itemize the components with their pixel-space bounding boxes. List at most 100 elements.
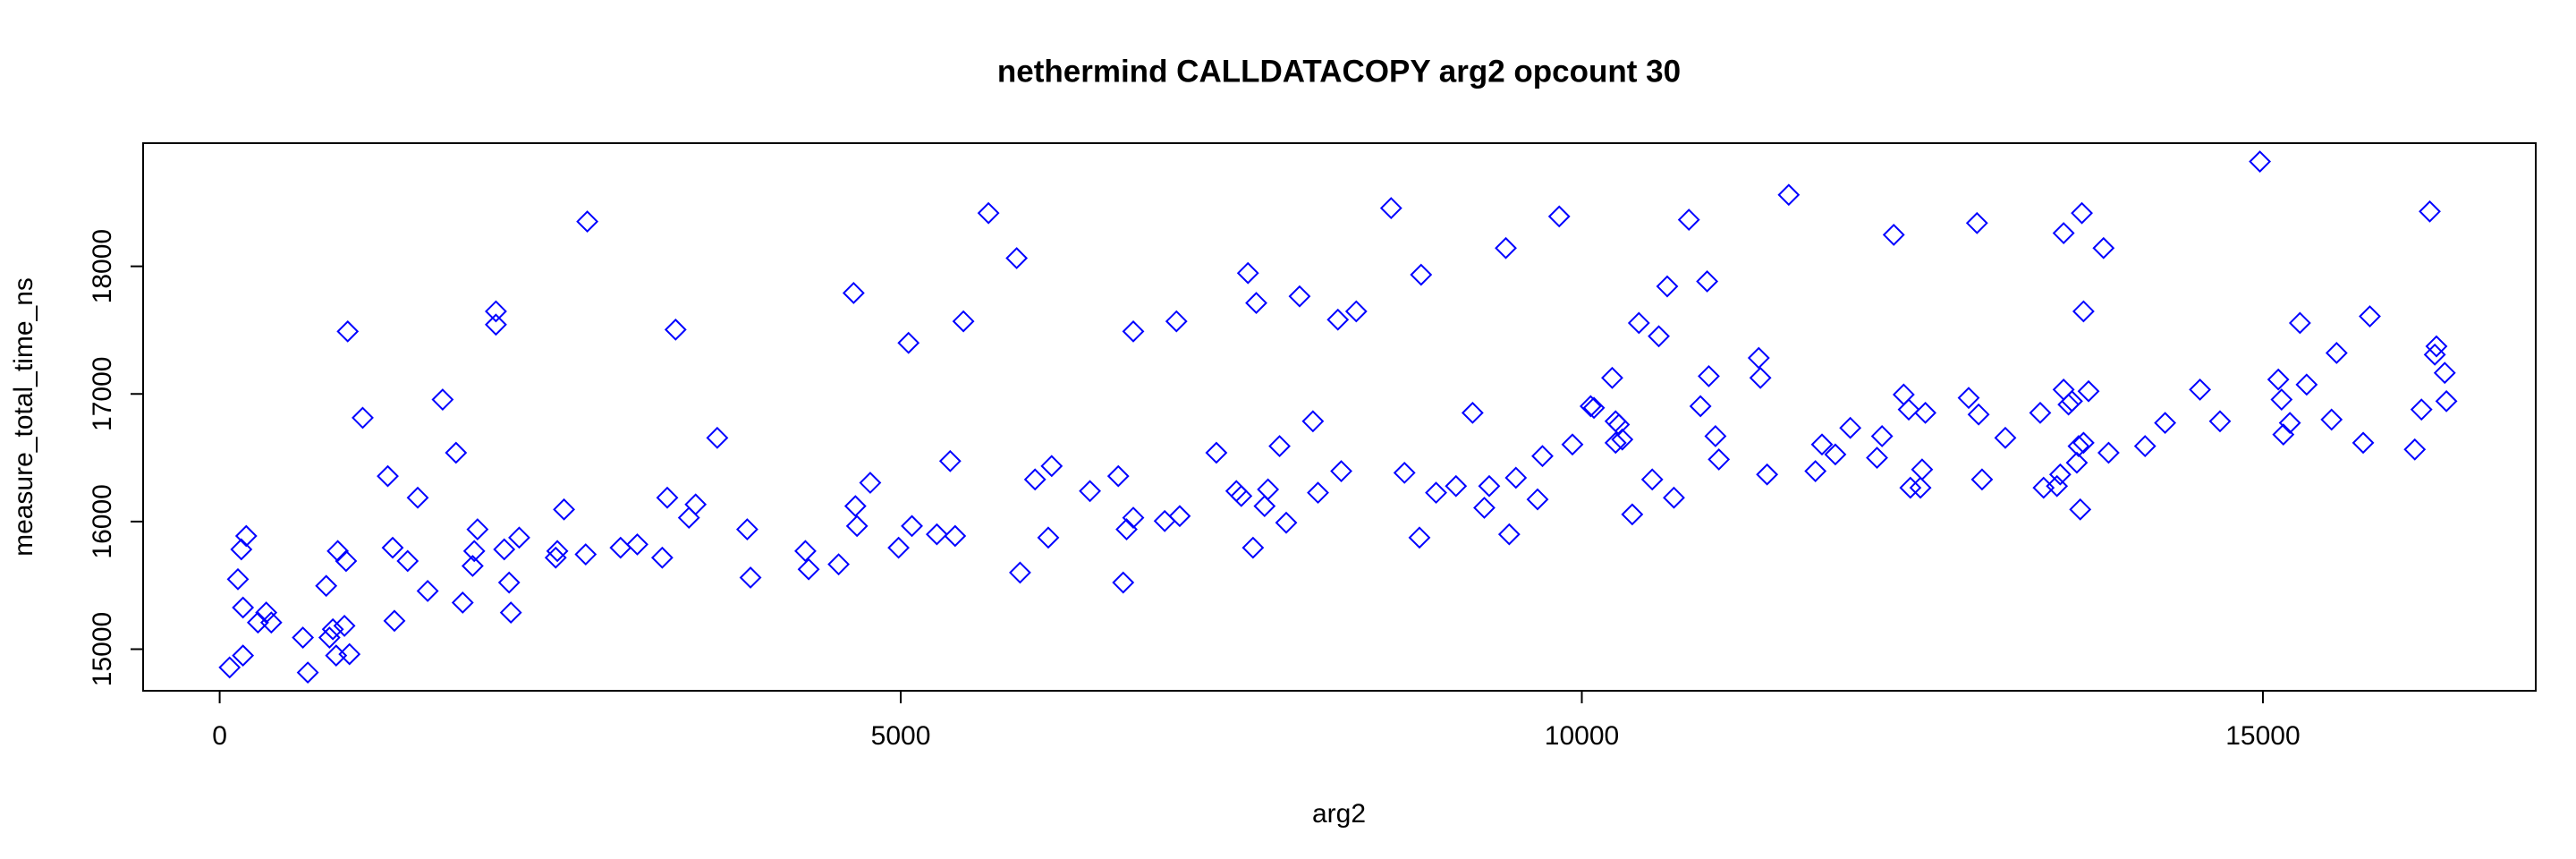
point	[901, 515, 923, 538]
point	[396, 549, 419, 573]
point	[1245, 292, 1267, 314]
point	[1079, 480, 1101, 503]
point	[1165, 310, 1188, 333]
point	[451, 591, 474, 614]
point	[977, 201, 1000, 225]
point	[626, 532, 648, 556]
point	[1909, 476, 1932, 499]
point	[485, 300, 507, 323]
point	[2435, 389, 2458, 412]
point	[553, 498, 575, 521]
point	[1607, 413, 1631, 436]
point	[485, 313, 507, 336]
point	[576, 210, 599, 233]
point	[2351, 431, 2375, 455]
point	[1531, 445, 1554, 468]
point	[739, 566, 762, 589]
point	[1445, 474, 1468, 498]
point	[1897, 398, 1920, 421]
point	[2069, 498, 2092, 521]
point	[1326, 308, 1350, 331]
point	[497, 571, 521, 594]
point	[1749, 366, 1772, 389]
point	[416, 580, 439, 602]
point	[2278, 412, 2301, 435]
chart-title: nethermind CALLDATACOPY arg2 opcount 30	[997, 54, 1681, 89]
point	[2071, 201, 2093, 225]
y-tick-label: 17000	[88, 357, 117, 431]
point	[1495, 236, 1517, 259]
point	[843, 495, 867, 518]
point	[797, 557, 820, 581]
point	[1122, 319, 1145, 343]
point	[1640, 468, 1664, 491]
point	[2270, 388, 2293, 411]
point	[1410, 263, 1433, 286]
point	[1627, 311, 1650, 335]
point	[1967, 403, 1990, 426]
point	[1497, 523, 1521, 546]
point	[1663, 486, 1685, 509]
point	[684, 493, 708, 516]
point	[1344, 300, 1368, 323]
point	[1023, 468, 1046, 491]
point	[897, 331, 920, 354]
point	[1756, 463, 1779, 486]
point	[352, 406, 374, 430]
point	[2288, 311, 2311, 335]
point	[1604, 410, 1627, 433]
point	[1168, 505, 1191, 528]
point	[944, 524, 967, 548]
point	[2403, 438, 2427, 461]
point	[1307, 481, 1329, 505]
point	[1994, 426, 2017, 449]
point	[1899, 476, 1922, 499]
point	[1009, 561, 1031, 584]
point	[1425, 481, 1447, 505]
x-tick-label: 0	[212, 721, 227, 751]
point	[1911, 458, 1934, 481]
point	[381, 536, 404, 559]
point	[431, 388, 454, 411]
point	[1561, 433, 1584, 456]
point	[842, 282, 865, 304]
point	[315, 574, 338, 598]
plot-frame	[142, 142, 2537, 692]
point	[1526, 488, 1549, 511]
point	[827, 553, 851, 576]
point	[1707, 448, 1731, 471]
x-tick-label: 5000	[871, 721, 931, 751]
point	[1601, 366, 1623, 389]
point	[508, 526, 530, 549]
point	[2433, 361, 2456, 385]
point	[2046, 474, 2069, 498]
point	[1301, 410, 1325, 433]
point	[1582, 396, 1606, 420]
point	[2032, 476, 2055, 499]
y-tick-label: 15000	[88, 612, 117, 686]
point	[226, 567, 250, 591]
point	[1115, 518, 1138, 540]
point	[377, 464, 399, 488]
point	[2272, 423, 2295, 447]
point	[335, 549, 358, 573]
point	[1257, 478, 1280, 501]
point	[2048, 463, 2072, 486]
point	[1236, 261, 1259, 285]
point	[2189, 378, 2212, 401]
point	[1747, 346, 1770, 370]
point	[1914, 401, 1936, 424]
point	[2359, 305, 2381, 327]
point	[232, 596, 255, 619]
point	[321, 617, 344, 641]
point	[1866, 447, 1888, 469]
x-tick-label: 10000	[1545, 721, 1619, 751]
point	[1696, 270, 1719, 293]
point	[1698, 365, 1720, 387]
point	[2419, 200, 2441, 223]
point	[2029, 401, 2052, 424]
point	[218, 656, 242, 679]
point	[246, 611, 269, 634]
